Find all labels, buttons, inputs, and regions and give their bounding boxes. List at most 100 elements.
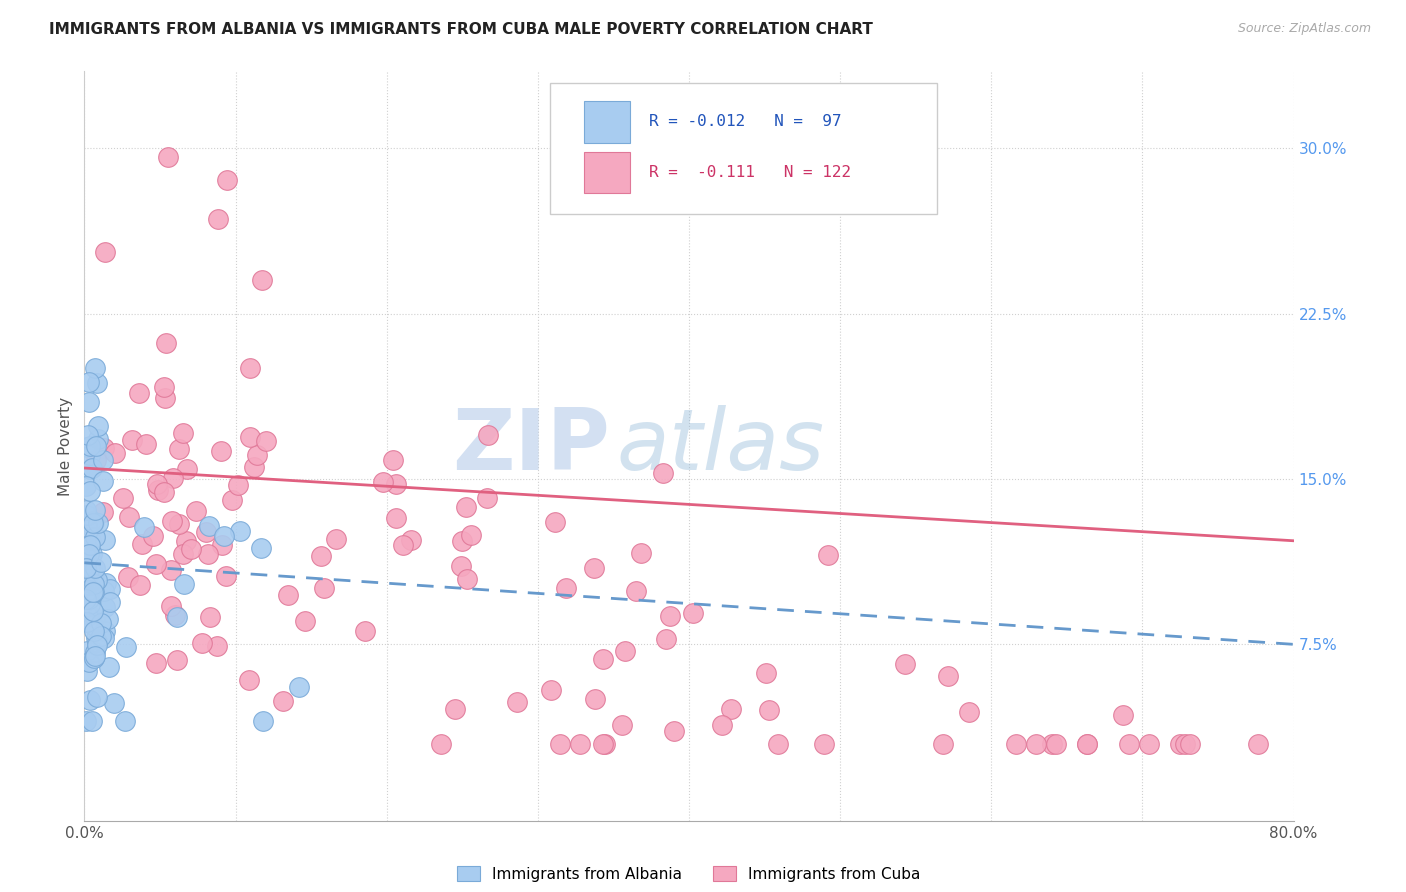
Point [460, 527, 482, 541]
Point [392, 538, 415, 552]
Point [82, 604, 104, 618]
Point [755, 666, 778, 681]
Point [145, 476, 167, 491]
Point [682, 606, 704, 620]
Point [152, 485, 174, 500]
Point [83, 566, 105, 581]
Point [117, 570, 139, 584]
Point [82, 547, 104, 561]
Point [86, 635, 108, 649]
Point [191, 636, 214, 650]
Point [114, 714, 136, 729]
Point [221, 492, 243, 507]
Point [82, 590, 104, 604]
Text: atlas: atlas [616, 404, 824, 488]
Point [430, 737, 453, 751]
Point [79, 484, 101, 499]
Point [610, 718, 633, 732]
Point [87, 516, 110, 530]
Point [1118, 737, 1140, 751]
Point [592, 737, 614, 751]
Point [77, 427, 100, 442]
Text: R = -0.012   N =  97: R = -0.012 N = 97 [650, 114, 842, 129]
Point [93, 505, 115, 519]
Point [271, 694, 294, 708]
Point [83, 584, 105, 599]
Point [84, 611, 107, 625]
Point [87, 419, 110, 434]
Point [77, 583, 100, 598]
Point [79, 537, 101, 551]
Point [145, 656, 167, 670]
Point [217, 173, 239, 187]
Text: ZIP: ZIP [453, 404, 610, 488]
Point [1247, 737, 1270, 751]
Point [75, 591, 97, 606]
Point [76, 664, 98, 678]
Point [93, 441, 115, 455]
Point [450, 533, 472, 548]
Point [131, 537, 153, 551]
Point [198, 519, 221, 533]
Point [90, 616, 112, 631]
Point [205, 640, 228, 654]
Point [80, 516, 103, 531]
Point [76, 591, 98, 605]
Point [146, 483, 169, 497]
Point [957, 706, 980, 720]
Point [630, 546, 652, 560]
Point [198, 610, 221, 624]
Point [155, 336, 177, 351]
Point [79, 533, 101, 548]
Point [250, 273, 273, 287]
Point [75, 503, 97, 517]
Point [173, 577, 195, 591]
Point [238, 673, 260, 687]
Point [98, 595, 121, 609]
Point [104, 446, 127, 460]
Point [94, 533, 117, 547]
Point [79, 591, 101, 606]
Point [242, 459, 264, 474]
Point [186, 504, 208, 518]
Point [450, 558, 472, 573]
Point [75, 577, 97, 591]
Point [214, 569, 236, 583]
Point [766, 737, 789, 751]
Point [456, 572, 478, 586]
Point [84, 645, 107, 659]
Point [176, 462, 198, 476]
Point [84, 503, 107, 517]
Point [207, 211, 229, 226]
Point [239, 360, 262, 375]
Point [135, 437, 157, 451]
Point [1174, 737, 1197, 751]
Point [83, 577, 105, 591]
Point [79, 597, 101, 611]
Point [381, 453, 404, 467]
Point [180, 542, 202, 557]
Point [544, 515, 567, 529]
Point [94, 245, 117, 260]
Point [758, 703, 780, 717]
Point [167, 442, 190, 456]
Point [159, 599, 181, 613]
Point [163, 608, 186, 623]
Point [76, 519, 98, 533]
Point [103, 696, 125, 710]
Text: IMMIGRANTS FROM ALBANIA VS IMMIGRANTS FROM CUBA MALE POVERTY CORRELATION CHART: IMMIGRANTS FROM ALBANIA VS IMMIGRANTS FR… [49, 22, 873, 37]
Point [309, 549, 332, 564]
Point [132, 519, 155, 533]
Bar [583, 102, 630, 143]
FancyBboxPatch shape [550, 83, 936, 214]
Point [153, 380, 176, 394]
Point [1137, 737, 1160, 751]
Point [76, 508, 98, 522]
Point [813, 737, 835, 751]
Point [1076, 737, 1098, 751]
Point [593, 737, 616, 751]
Point [555, 581, 578, 595]
Y-axis label: Male Poverty: Male Poverty [58, 396, 73, 496]
Point [75, 571, 97, 585]
Point [83, 574, 105, 588]
